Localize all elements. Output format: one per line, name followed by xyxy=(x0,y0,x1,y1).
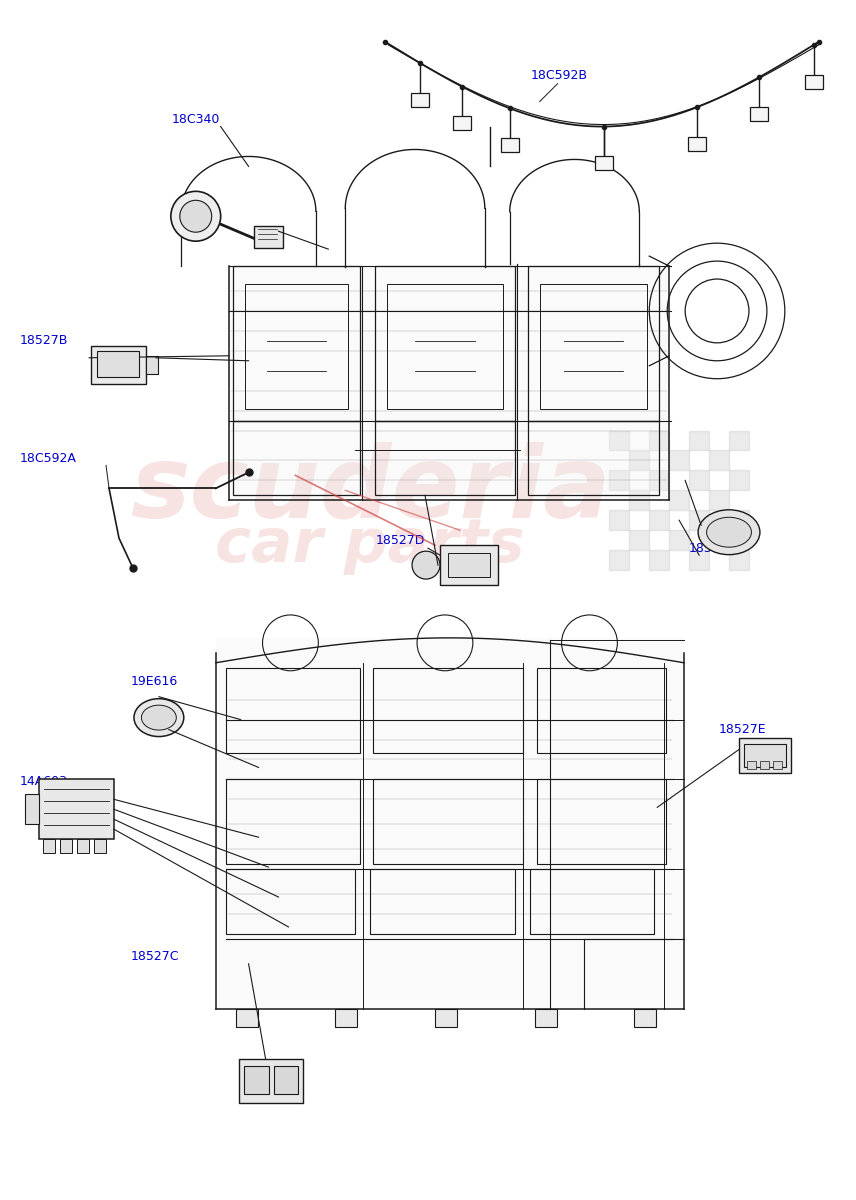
Bar xyxy=(373,667,523,752)
Bar xyxy=(411,92,429,107)
Bar xyxy=(501,138,519,152)
Bar xyxy=(435,1009,457,1027)
Text: scuderia: scuderia xyxy=(130,442,610,539)
Bar xyxy=(253,227,283,248)
Bar xyxy=(387,284,502,409)
Bar xyxy=(146,355,158,373)
Bar xyxy=(729,550,749,570)
Bar xyxy=(233,266,360,420)
Bar xyxy=(634,1009,657,1027)
Bar xyxy=(537,780,666,864)
Bar xyxy=(527,420,659,496)
Bar xyxy=(77,839,89,853)
Bar xyxy=(650,550,669,570)
Bar xyxy=(669,491,689,510)
Ellipse shape xyxy=(698,510,760,554)
Bar xyxy=(709,450,729,470)
Text: 18C592B: 18C592B xyxy=(531,70,588,83)
Circle shape xyxy=(412,551,440,580)
Bar xyxy=(688,137,706,151)
Bar xyxy=(729,510,749,530)
Bar xyxy=(650,470,669,491)
Circle shape xyxy=(180,200,211,232)
Bar xyxy=(233,420,360,496)
Bar xyxy=(226,667,360,752)
Text: car parts: car parts xyxy=(216,516,525,575)
Bar xyxy=(760,762,769,769)
Bar xyxy=(537,667,666,752)
Bar xyxy=(609,510,629,530)
Polygon shape xyxy=(229,266,669,500)
Bar xyxy=(609,470,629,491)
Ellipse shape xyxy=(141,706,176,730)
Text: 14A603: 14A603 xyxy=(20,775,68,788)
Bar xyxy=(235,1009,258,1027)
Bar xyxy=(448,553,490,577)
Bar xyxy=(689,470,709,491)
Bar xyxy=(336,1009,357,1027)
Bar xyxy=(689,510,709,530)
Bar xyxy=(629,491,650,510)
Bar xyxy=(739,738,791,774)
Ellipse shape xyxy=(134,698,184,737)
Bar xyxy=(750,107,768,121)
Ellipse shape xyxy=(706,517,752,547)
Polygon shape xyxy=(216,638,684,1009)
Bar xyxy=(773,762,782,769)
Text: 18527E: 18527E xyxy=(719,724,767,736)
Bar xyxy=(226,869,355,934)
Bar xyxy=(709,530,729,550)
Bar xyxy=(239,1058,303,1103)
Bar xyxy=(650,510,669,530)
Bar xyxy=(97,350,139,377)
Bar xyxy=(453,116,471,131)
Bar xyxy=(373,780,523,864)
Bar xyxy=(747,762,756,769)
Bar xyxy=(669,530,689,550)
Bar xyxy=(744,744,786,768)
Bar xyxy=(375,266,514,420)
Bar xyxy=(44,839,56,853)
Bar xyxy=(26,794,39,824)
Text: 19E616: 19E616 xyxy=(131,676,178,689)
Bar xyxy=(539,284,647,409)
Bar xyxy=(60,839,72,853)
Bar xyxy=(805,74,823,89)
Bar xyxy=(629,450,650,470)
Bar xyxy=(729,470,749,491)
Bar xyxy=(609,431,629,450)
Bar xyxy=(689,431,709,450)
Bar xyxy=(245,284,348,409)
Bar xyxy=(729,431,749,450)
Bar xyxy=(709,491,729,510)
Circle shape xyxy=(171,191,221,241)
Bar xyxy=(689,550,709,570)
Text: 18527B: 18527B xyxy=(20,335,68,347)
Bar xyxy=(530,869,654,934)
Bar xyxy=(629,530,650,550)
Bar xyxy=(596,156,614,170)
Text: 18527C: 18527C xyxy=(131,950,180,964)
Bar xyxy=(226,780,360,864)
Bar xyxy=(527,266,659,420)
Text: 18C340: 18C340 xyxy=(171,113,220,126)
Bar xyxy=(91,346,146,384)
Bar xyxy=(94,839,106,853)
Bar xyxy=(669,450,689,470)
Bar xyxy=(274,1067,299,1094)
Bar xyxy=(370,869,514,934)
Bar xyxy=(650,431,669,450)
Bar xyxy=(244,1067,269,1094)
Bar xyxy=(535,1009,556,1027)
Bar xyxy=(39,780,114,839)
Bar xyxy=(375,420,514,496)
Text: 18527D: 18527D xyxy=(375,534,425,547)
Bar xyxy=(440,545,498,586)
Bar xyxy=(609,550,629,570)
Text: 18527A: 18527A xyxy=(689,541,737,554)
Text: 18C592A: 18C592A xyxy=(20,452,76,464)
